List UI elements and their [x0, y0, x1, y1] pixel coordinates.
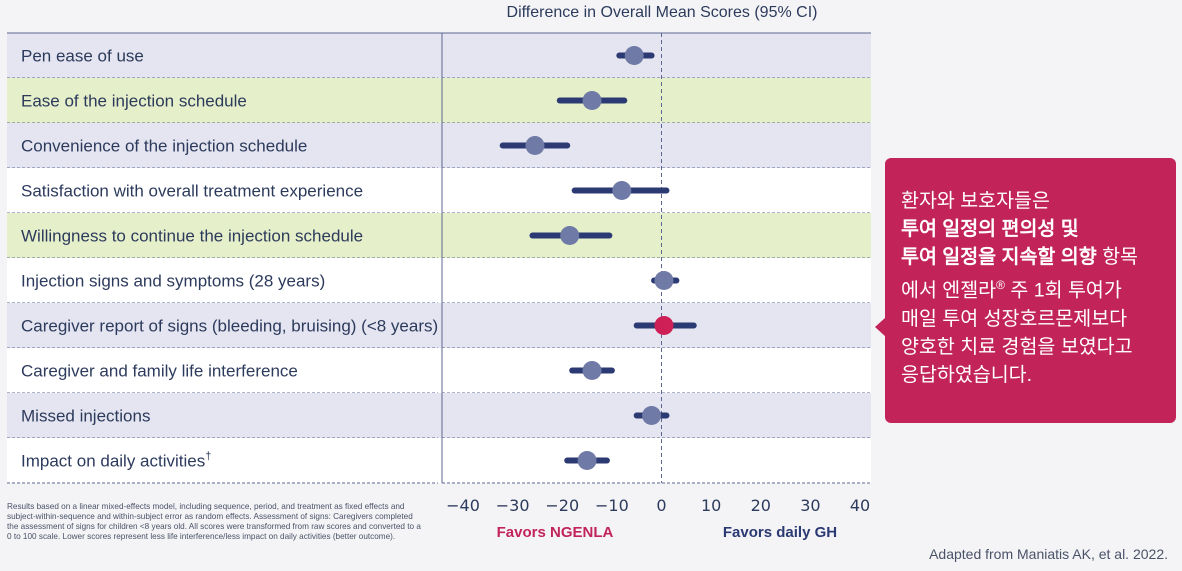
callout-line-3: 투여 일정을 지속할 의향 항목: [901, 243, 1176, 271]
row-band: [7, 348, 871, 393]
callout-line-4: 에서 엔젤라® 주 1회 투여가: [901, 271, 1176, 305]
row-label: Impact on daily activities†: [21, 451, 211, 471]
point-estimate: [612, 181, 632, 200]
row-label: Convenience of the injection schedule: [21, 137, 307, 156]
x-tick-label: −20: [545, 496, 579, 515]
row-band: [7, 33, 871, 78]
axis-lines: [7, 32, 871, 483]
callout-arrow: [875, 317, 886, 337]
point-estimate: [642, 406, 662, 425]
row-label: Ease of the injection schedule: [21, 92, 247, 111]
registered-mark: ®: [996, 278, 1005, 292]
x-tick-labels: −40 −30 −20 −10 0 10 20 30 40: [446, 496, 870, 515]
row-label: Missed injections: [21, 407, 150, 426]
x-tick-label: 10: [701, 496, 721, 515]
row-band: [7, 258, 871, 303]
row-band: [7, 78, 871, 123]
callout-text-3: 항목: [1096, 246, 1138, 268]
dagger-symbol: †: [205, 451, 211, 463]
x-tick-label: −30: [496, 496, 530, 515]
point-estimate: [624, 46, 644, 65]
row-bands: [7, 33, 871, 484]
row-label: Pen ease of use: [21, 47, 144, 66]
footnote: Results based on a linear mixed-effects …: [7, 502, 421, 541]
row-band: [7, 438, 871, 483]
row-band: [7, 213, 871, 258]
callout-text-4b: 주 1회 투여가: [1004, 279, 1122, 302]
point-estimate: [577, 451, 597, 470]
callout-bold-2: 투여 일정을 지속할 의향: [901, 246, 1097, 268]
chart-title: Difference in Overall Mean Scores (95% C…: [507, 4, 818, 21]
row-label: Caregiver and family life interference: [21, 362, 298, 381]
point-estimate: [560, 226, 580, 245]
row-label: Willingness to continue the injection sc…: [21, 227, 363, 246]
x-tick-label: 30: [800, 496, 820, 515]
callout-box: 환자와 보호자들은 투여 일정의 편의성 및 투여 일정을 지속할 의향 항목 …: [885, 158, 1176, 423]
x-tick-label: 20: [751, 496, 771, 515]
row-label: Satisfaction with overall treatment expe…: [21, 182, 363, 201]
row-band: [7, 303, 871, 348]
point-estimate: [654, 316, 674, 335]
row-band: [7, 393, 871, 438]
callout-bold-1: 투여 일정의 편의성 및: [901, 218, 1079, 240]
row-band: [7, 168, 871, 213]
forest-plot: Pen ease of use Ease of the injection sch…: [7, 4, 871, 541]
callout-line-1: 환자와 보호자들은: [901, 190, 1050, 212]
row-labels: Pen ease of use Ease of the injection sch…: [21, 47, 438, 471]
x-tick-label: −10: [595, 496, 629, 515]
x-tick-label: 0: [656, 496, 666, 515]
x-tick-label: 40: [850, 496, 870, 515]
row-label: Injection signs and symptoms (28 years): [21, 272, 325, 291]
point-estimate: [654, 271, 674, 290]
favors-daily-gh-label: Favors daily GH: [723, 524, 837, 541]
callout-line-2: 투여 일정의 편의성 및: [901, 215, 1176, 243]
callout-text-4a: 에서 엔젤라: [901, 279, 997, 302]
row-label: Caregiver report of signs (bleeding, bru…: [21, 317, 438, 336]
data-marks: [499, 46, 697, 470]
point-estimate: [582, 91, 602, 110]
x-tick-label: −40: [446, 496, 480, 515]
callout-line-5: 매일 투여 성장호르몬제보다: [901, 307, 1128, 330]
callout-line-6: 양호한 치료 경험을 보였다고: [901, 335, 1133, 358]
point-estimate: [582, 361, 602, 380]
favors-ngenla-label: Favors NGENLA: [497, 524, 614, 541]
source-citation: Adapted from Maniatis AK, et al. 2022.: [929, 546, 1168, 562]
callout-line-7: 응답하였습니다.: [901, 363, 1032, 386]
point-estimate: [525, 136, 545, 155]
row-band: [7, 123, 871, 168]
